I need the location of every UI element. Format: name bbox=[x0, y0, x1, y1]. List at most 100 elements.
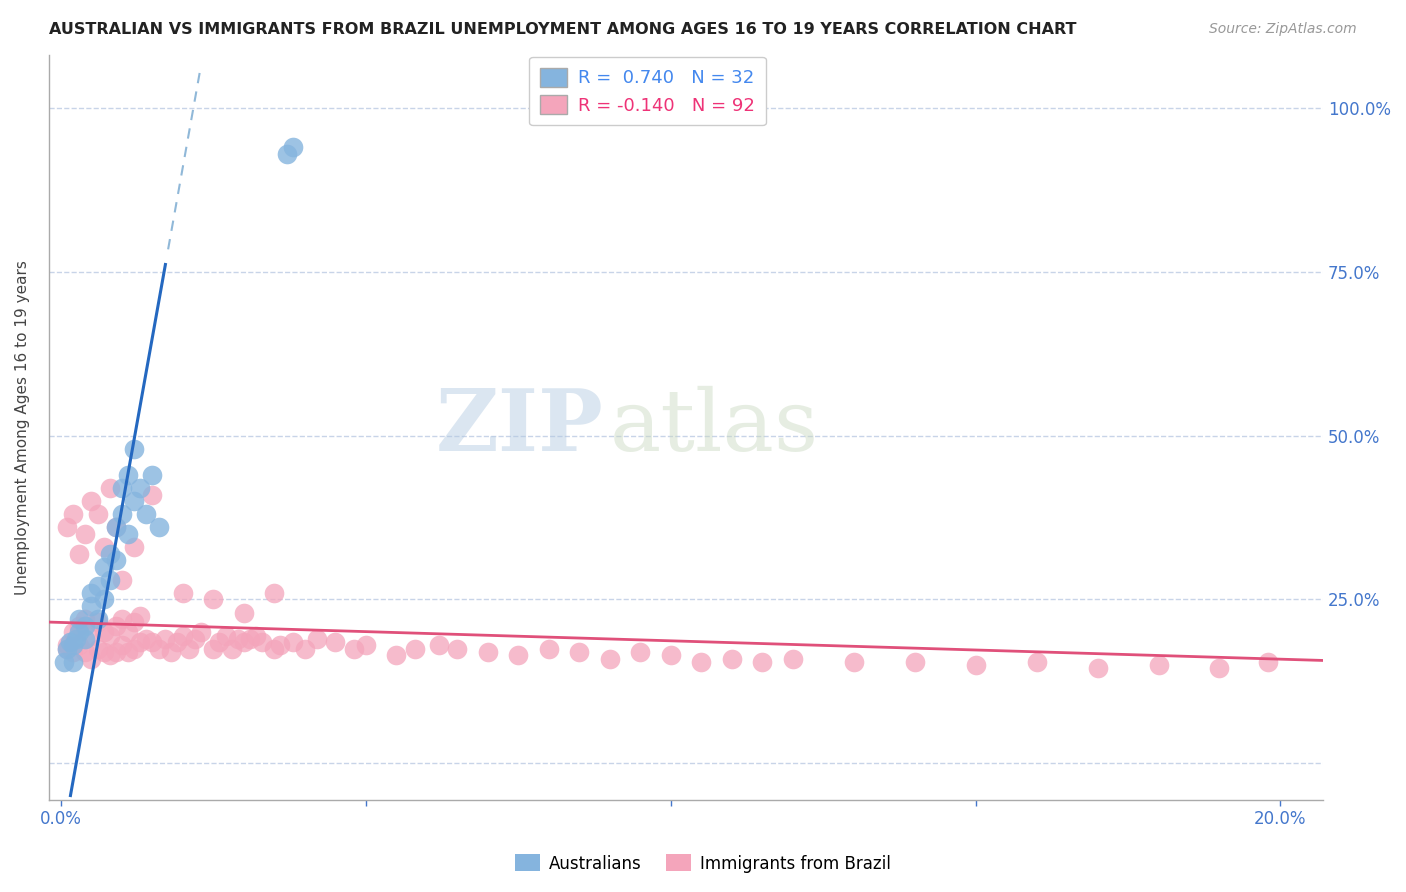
Point bbox=[56, 641, 79, 656]
Point bbox=[98, 648, 121, 663]
Point bbox=[659, 648, 682, 663]
Point bbox=[354, 639, 377, 653]
Point bbox=[842, 655, 865, 669]
Point bbox=[751, 655, 773, 669]
Text: atlas: atlas bbox=[609, 385, 818, 469]
Point bbox=[93, 540, 115, 554]
Point bbox=[1087, 661, 1109, 675]
Point bbox=[98, 629, 121, 643]
Point bbox=[80, 586, 103, 600]
Point bbox=[80, 651, 103, 665]
Point bbox=[122, 615, 145, 630]
Point bbox=[239, 632, 262, 646]
Point bbox=[56, 639, 79, 653]
Point bbox=[129, 481, 152, 495]
Point bbox=[117, 527, 139, 541]
Point bbox=[177, 641, 200, 656]
Point bbox=[159, 645, 181, 659]
Point bbox=[232, 635, 254, 649]
Point bbox=[56, 520, 79, 534]
Point bbox=[129, 608, 152, 623]
Point bbox=[281, 635, 304, 649]
Point bbox=[117, 625, 139, 640]
Point bbox=[294, 641, 316, 656]
Point bbox=[67, 625, 90, 640]
Point bbox=[404, 641, 426, 656]
Point bbox=[111, 639, 134, 653]
Point bbox=[86, 507, 108, 521]
Point bbox=[80, 494, 103, 508]
Point bbox=[62, 507, 84, 521]
Point bbox=[202, 592, 225, 607]
Text: Source: ZipAtlas.com: Source: ZipAtlas.com bbox=[1209, 22, 1357, 37]
Point bbox=[122, 641, 145, 656]
Point bbox=[93, 625, 115, 640]
Point bbox=[80, 599, 103, 613]
Point bbox=[1147, 658, 1170, 673]
Point bbox=[166, 635, 188, 649]
Point bbox=[65, 632, 87, 646]
Point bbox=[75, 632, 97, 646]
Point bbox=[184, 632, 207, 646]
Point bbox=[67, 547, 90, 561]
Point bbox=[250, 635, 273, 649]
Point bbox=[628, 645, 651, 659]
Point bbox=[690, 655, 713, 669]
Point bbox=[135, 632, 157, 646]
Point bbox=[93, 645, 115, 659]
Point bbox=[214, 629, 236, 643]
Point bbox=[172, 629, 194, 643]
Point bbox=[221, 641, 243, 656]
Point bbox=[537, 641, 560, 656]
Point bbox=[104, 645, 127, 659]
Point bbox=[122, 494, 145, 508]
Text: ZIP: ZIP bbox=[436, 385, 603, 469]
Point bbox=[325, 635, 347, 649]
Point bbox=[172, 586, 194, 600]
Point bbox=[343, 641, 366, 656]
Point bbox=[62, 645, 84, 659]
Point bbox=[111, 612, 134, 626]
Point bbox=[122, 442, 145, 456]
Point bbox=[56, 641, 79, 656]
Point bbox=[305, 632, 328, 646]
Point bbox=[385, 648, 408, 663]
Point bbox=[141, 467, 163, 482]
Point bbox=[59, 635, 82, 649]
Point bbox=[148, 641, 170, 656]
Point bbox=[86, 579, 108, 593]
Point bbox=[508, 648, 530, 663]
Point bbox=[75, 612, 97, 626]
Legend: Australians, Immigrants from Brazil: Australians, Immigrants from Brazil bbox=[509, 847, 897, 880]
Point bbox=[62, 655, 84, 669]
Point bbox=[782, 651, 804, 665]
Point bbox=[153, 632, 176, 646]
Point bbox=[93, 592, 115, 607]
Point bbox=[75, 527, 97, 541]
Point bbox=[111, 507, 134, 521]
Point bbox=[276, 146, 298, 161]
Point bbox=[86, 612, 108, 626]
Point bbox=[104, 520, 127, 534]
Point bbox=[446, 641, 468, 656]
Point bbox=[122, 540, 145, 554]
Point bbox=[427, 639, 450, 653]
Point bbox=[98, 481, 121, 495]
Point bbox=[232, 606, 254, 620]
Point bbox=[86, 615, 108, 630]
Point bbox=[202, 641, 225, 656]
Text: AUSTRALIAN VS IMMIGRANTS FROM BRAZIL UNEMPLOYMENT AMONG AGES 16 TO 19 YEARS CORR: AUSTRALIAN VS IMMIGRANTS FROM BRAZIL UNE… bbox=[49, 22, 1077, 37]
Y-axis label: Unemployment Among Ages 16 to 19 years: Unemployment Among Ages 16 to 19 years bbox=[15, 260, 30, 595]
Point bbox=[208, 635, 231, 649]
Point bbox=[148, 520, 170, 534]
Point bbox=[117, 645, 139, 659]
Point bbox=[599, 651, 621, 665]
Point bbox=[53, 655, 76, 669]
Point bbox=[263, 586, 285, 600]
Point bbox=[141, 635, 163, 649]
Legend: R =  0.740   N = 32, R = -0.140   N = 92: R = 0.740 N = 32, R = -0.140 N = 92 bbox=[529, 57, 766, 126]
Point bbox=[129, 635, 152, 649]
Point bbox=[1208, 661, 1230, 675]
Point bbox=[67, 618, 90, 632]
Point bbox=[104, 618, 127, 632]
